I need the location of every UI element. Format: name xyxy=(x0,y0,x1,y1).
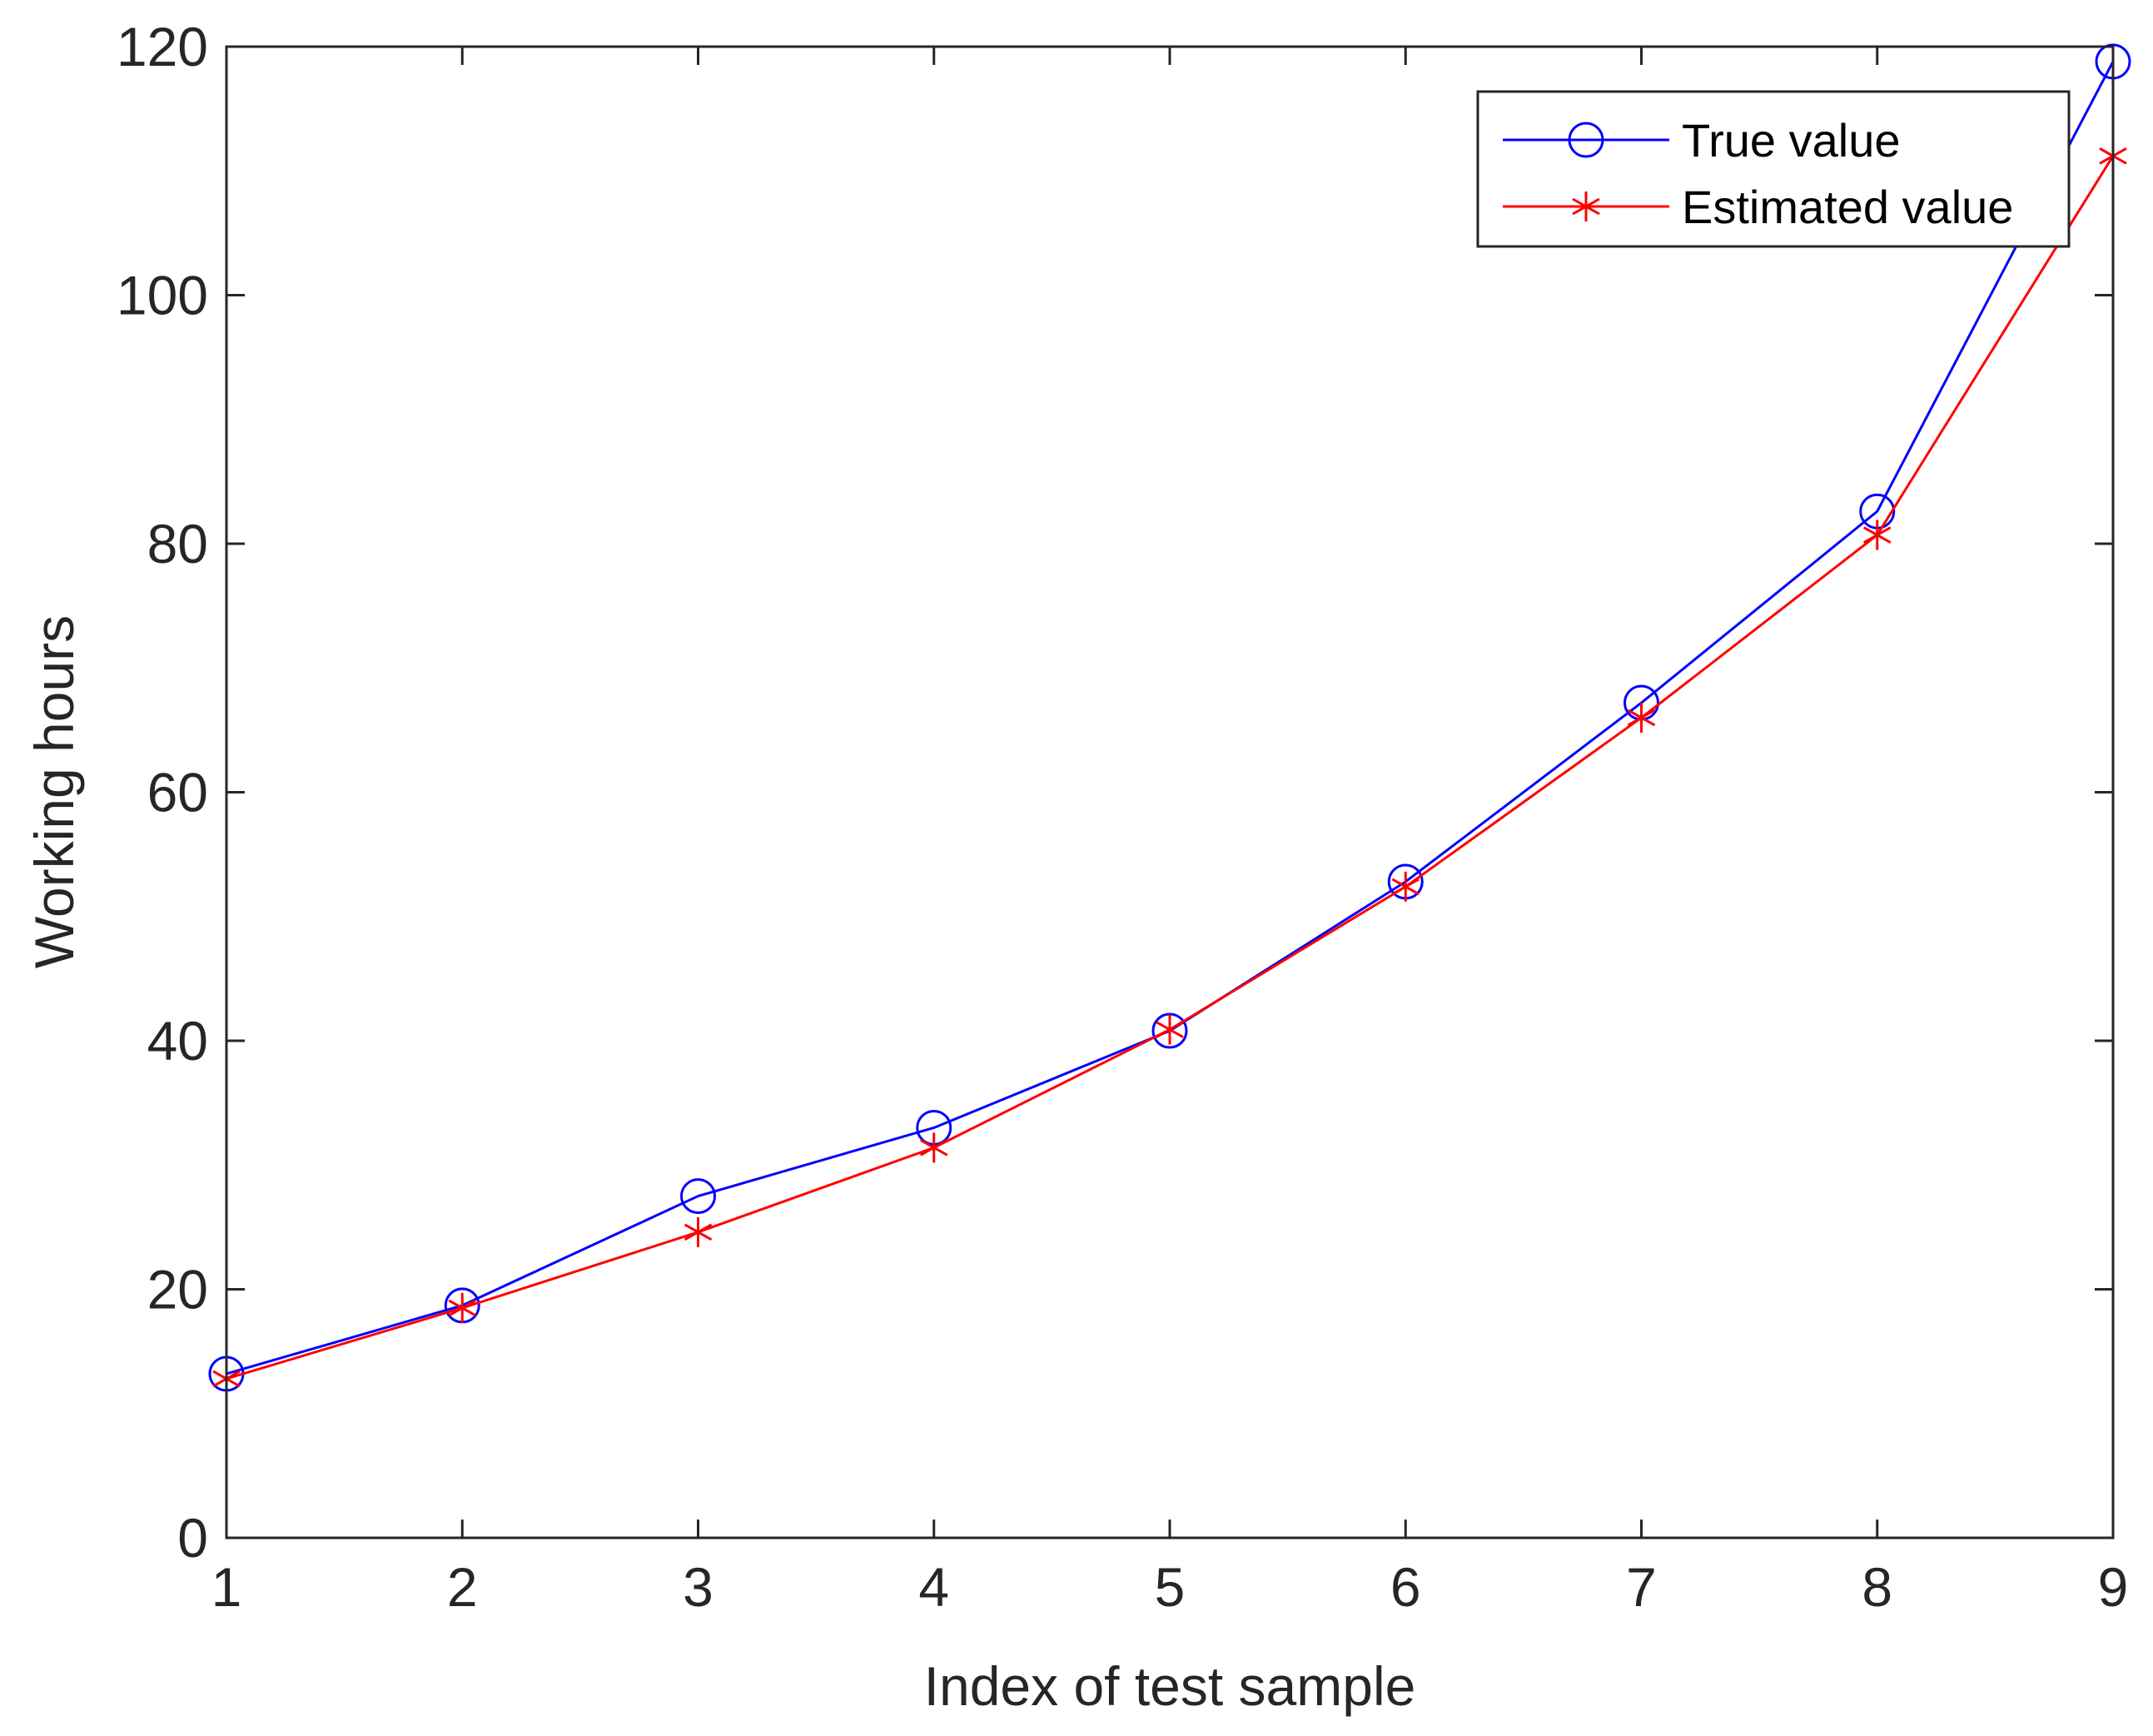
point-estimated-value-7 xyxy=(1627,702,1656,733)
y-tick-label-120: 120 xyxy=(117,16,208,77)
point-true-value-5 xyxy=(1151,1012,1188,1049)
x-tick-label-3: 3 xyxy=(683,1556,714,1618)
point-estimated-value-4 xyxy=(920,1132,948,1163)
y-tick-label-20: 20 xyxy=(147,1259,208,1321)
x-tick-label-9: 9 xyxy=(2098,1556,2129,1618)
x-tick-label-8: 8 xyxy=(1862,1556,1892,1618)
x-tick-label-4: 4 xyxy=(918,1556,949,1618)
point-estimated-value-5 xyxy=(1156,1014,1184,1045)
point-estimated-value-2 xyxy=(448,1292,476,1323)
y-tick-label-40: 40 xyxy=(147,1010,208,1072)
y-tick-label-80: 80 xyxy=(147,513,208,575)
legend-estimated-value-label: Estimated value xyxy=(1682,181,2013,233)
x-tick-label-2: 2 xyxy=(447,1556,478,1618)
plot-area xyxy=(226,47,2113,1538)
x-tick-label-6: 6 xyxy=(1390,1556,1421,1618)
legend-true-value-label: True value xyxy=(1682,114,1901,167)
x-tick-label-1: 1 xyxy=(211,1556,242,1618)
point-estimated-value-6 xyxy=(1391,871,1420,902)
ticks-layer xyxy=(225,45,2115,1540)
y-tick-label-100: 100 xyxy=(117,265,208,326)
tick-labels-layer: 1 2 3 4 5 6 7 8 9 0 20 40 60 80 100 120 xyxy=(117,16,2128,1618)
x-tick-label-5: 5 xyxy=(1155,1556,1186,1618)
point-true-value-3 xyxy=(680,1178,716,1215)
series-estimated-value xyxy=(212,141,2127,1394)
legend-true-value-marker xyxy=(1568,122,1604,158)
x-axis-title: Index of test sample xyxy=(924,1655,1416,1717)
y-tick-label-0: 0 xyxy=(177,1507,208,1569)
point-estimated-value-3 xyxy=(684,1216,713,1247)
y-tick-label-60: 60 xyxy=(147,762,208,823)
legend: True value Estimated value xyxy=(1476,90,2071,248)
x-tick-label-7: 7 xyxy=(1626,1556,1657,1618)
legend-box xyxy=(1476,90,2071,248)
legend-estimated-value-marker xyxy=(1572,192,1600,221)
y-axis-title: Working hours xyxy=(23,615,85,968)
point-estimated-value-8 xyxy=(1863,520,1892,550)
